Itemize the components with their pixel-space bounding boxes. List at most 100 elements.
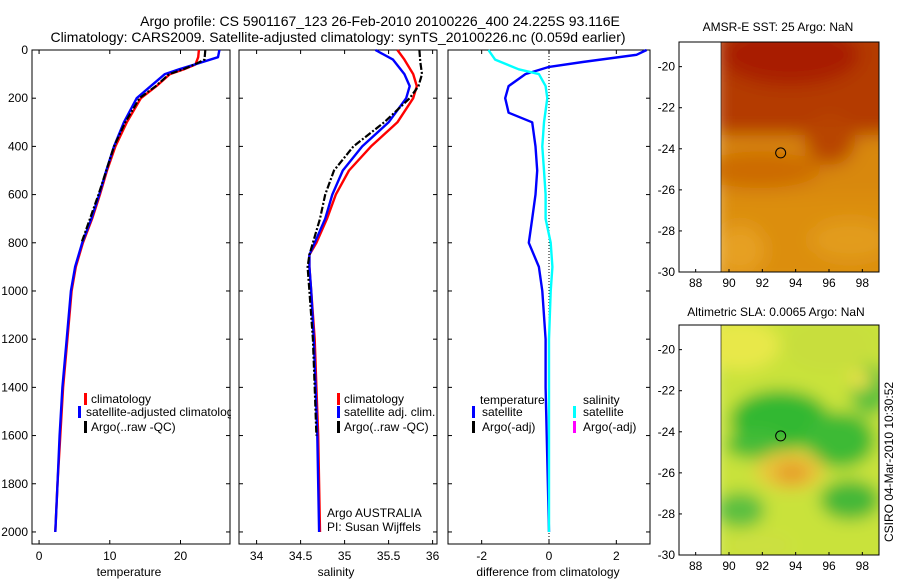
x-tick-label: 98 [856,276,870,290]
x-tick-label: 90 [722,276,736,290]
annotation-line1: Argo AUSTRALIA [327,506,422,520]
x-tick-label: 0 [546,549,553,563]
series-line [80,49,207,244]
depth-axis: 0 200 400 600 800 1000 1200 1400 1600 1800 2000 [1,43,230,539]
legend-label-satellite: satellite adj. clim. [344,405,435,419]
legend-swatch-temp-argo [472,421,475,433]
x-tick-label: 88 [689,559,703,573]
y-tick-label: -26 [658,183,676,197]
y-tick-label: 1200 [1,332,28,346]
difference-legend: temperature satellite Argo(-adj) salinit… [472,393,636,434]
y-tick-label: -26 [658,466,676,480]
y-tick-label: 1400 [1,380,28,394]
sst-map-title: AMSR-E SST: 25 Argo: NaN [703,20,854,34]
legend-swatch-climatology [84,393,87,405]
temperature-legend: climatology satellite-adjusted climatolo… [78,392,239,434]
y-tick-label: -30 [658,548,676,562]
legend-swatch-argo [337,421,340,433]
salinity-axes [238,49,438,545]
y-tick-label: -20 [658,343,676,357]
legend-swatch-temp-satellite [472,406,475,418]
legend-title-salinity: salinity [583,393,620,407]
x-tick-label: 35 [338,549,352,563]
temperature-axis: 0 10 20 [36,50,188,563]
y-tick-label: 2000 [1,525,28,539]
x-tick-label: 92 [756,559,770,573]
difference-panel: -2 0 2 difference from climatology tempera… [447,48,651,579]
salinity-xlabel: salinity [318,565,355,579]
temperature-lines [54,49,221,533]
x-tick-label: 35.5 [377,549,401,563]
legend-label-satellite: satellite-adjusted climatology [86,405,239,419]
salinity-depth-ticks [239,49,437,533]
legend-label-temp-satellite: satellite [482,405,523,419]
annotation-line2: PI: Susan Wijffels [327,520,421,534]
temperature-panel: 0 200 400 600 800 1000 1200 1400 1600 1800 2000 0 1… [1,43,239,579]
legend-swatch-sal-argo [573,421,576,433]
salinity-legend: climatology satellite adj. clim. Argo(..… [337,392,435,434]
x-tick-label: 34.5 [289,549,313,563]
salinity-lines [306,48,424,533]
y-tick-label: 400 [8,139,28,153]
x-tick-label: 10 [103,549,117,563]
legend-label-argo: Argo(..raw -QC) [91,420,176,434]
difference-axis: -2 0 2 [476,50,620,563]
x-tick-label: 94 [789,559,803,573]
sla-heatmap [679,325,879,555]
sst-axis-ticks: 88 90 92 94 96 98 -30 -28 -26 -24 -22 -20 [658,60,870,290]
salinity-panel: 34 34.5 35 35.5 36 salinity climatology sate… [238,48,440,579]
y-tick-label: -22 [658,101,676,115]
x-tick-label: -2 [476,549,487,563]
x-tick-label: 96 [822,276,836,290]
legend-label-climatology: climatology [344,392,404,406]
legend-swatch-climatology [337,393,340,405]
y-tick-label: 1000 [1,284,28,298]
legend-swatch-argo [84,421,87,433]
temperature-axes [31,49,231,545]
x-tick-label: 20 [174,549,188,563]
x-tick-label: 98 [856,559,870,573]
y-tick-label: -28 [658,507,676,521]
y-tick-label: 0 [21,43,28,57]
legend-title-temperature: temperature [480,393,545,407]
y-tick-label: -24 [658,425,676,439]
y-tick-label: -24 [658,142,676,156]
y-tick-label: 800 [8,236,28,250]
sla-map-title: Altimetric SLA: 0.0065 Argo: NaN [687,305,864,319]
legend-swatch-satellite [78,406,81,418]
argo-float-marker [775,147,787,159]
header-line2: Climatology: CARS2009. Satellite-adjuste… [50,29,625,45]
legend-label-temp-argo: Argo(-adj) [482,420,535,434]
sst-heatmap [679,42,879,272]
legend-label-argo: Argo(..raw -QC) [344,420,429,434]
y-tick-label: 600 [8,188,28,202]
x-tick-label: 36 [426,549,440,563]
y-tick-label: -28 [658,224,676,238]
temperature-xlabel: temperature [97,565,162,579]
legend-label-climatology: climatology [91,392,151,406]
credit-stamp: CSIRO 04-Mar-2010 10:30:52 [882,382,896,542]
header-line1: Argo profile: CS 5901167_123 26-Feb-2010… [140,13,620,29]
series-line [306,49,424,436]
x-tick-label: 94 [789,276,803,290]
x-tick-label: 88 [689,276,703,290]
argo-float-marker [775,430,787,442]
x-tick-label: 92 [756,276,770,290]
y-tick-label: 200 [8,91,28,105]
y-tick-label: -22 [658,384,676,398]
legend-label-sal-satellite: satellite [583,405,624,419]
salinity-axis: 34 34.5 35 35.5 36 [250,50,440,563]
x-tick-label: 2 [613,549,620,563]
legend-swatch-satellite [337,406,340,418]
sst-map-panel: AMSR-E SST: 25 Argo: NaN 88 90 92 94 96 98 -30… [658,20,880,290]
y-tick-label: 1800 [1,477,28,491]
series-line [487,49,554,532]
difference-depth-ticks [448,49,650,533]
x-tick-label: 96 [822,559,836,573]
y-tick-label: -30 [658,265,676,279]
y-tick-label: 1600 [1,429,28,443]
y-tick-label: -20 [658,60,676,74]
difference-lines [487,48,648,533]
series-line [504,48,648,533]
